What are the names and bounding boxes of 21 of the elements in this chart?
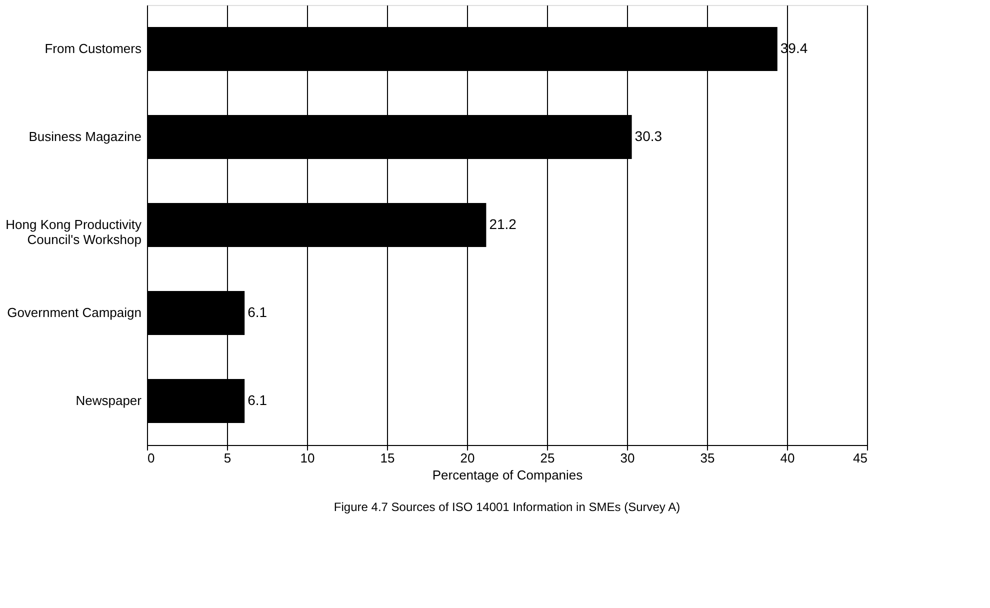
x-tick-label: 25 — [540, 450, 555, 466]
y-tick-label: Hong Kong Productivity Council's Workshop — [6, 217, 142, 247]
x-tick-label: 15 — [380, 450, 395, 466]
x-tick-label: 40 — [780, 450, 795, 466]
x-axis-title: Percentage of Companies — [432, 468, 584, 482]
data-label: 6.1 — [248, 304, 268, 320]
x-tick-label: 10 — [300, 450, 315, 466]
y-tick-label: From Customers — [44, 41, 142, 56]
x-tick-label: 45 — [853, 450, 868, 466]
x-tick-label: 35 — [700, 450, 715, 466]
data-label: 6.1 — [248, 392, 268, 408]
data-label: 21.2 — [489, 216, 517, 232]
x-tick-label: 30 — [620, 450, 635, 466]
x-tick-label: 20 — [460, 450, 475, 466]
text: Figure 4.7 Sources of ISO 14001 Information in SMEs (Survey A) — [334, 500, 680, 514]
data-label: 30.3 — [634, 128, 662, 144]
x-tick-label: 5 — [224, 450, 232, 466]
y-tick-label: Government Campaign — [7, 305, 142, 320]
x-tick-label: 0 — [148, 450, 155, 466]
y-tick-label: Business Magazine — [28, 129, 142, 144]
y-tick-label: Newspaper — [76, 393, 142, 408]
